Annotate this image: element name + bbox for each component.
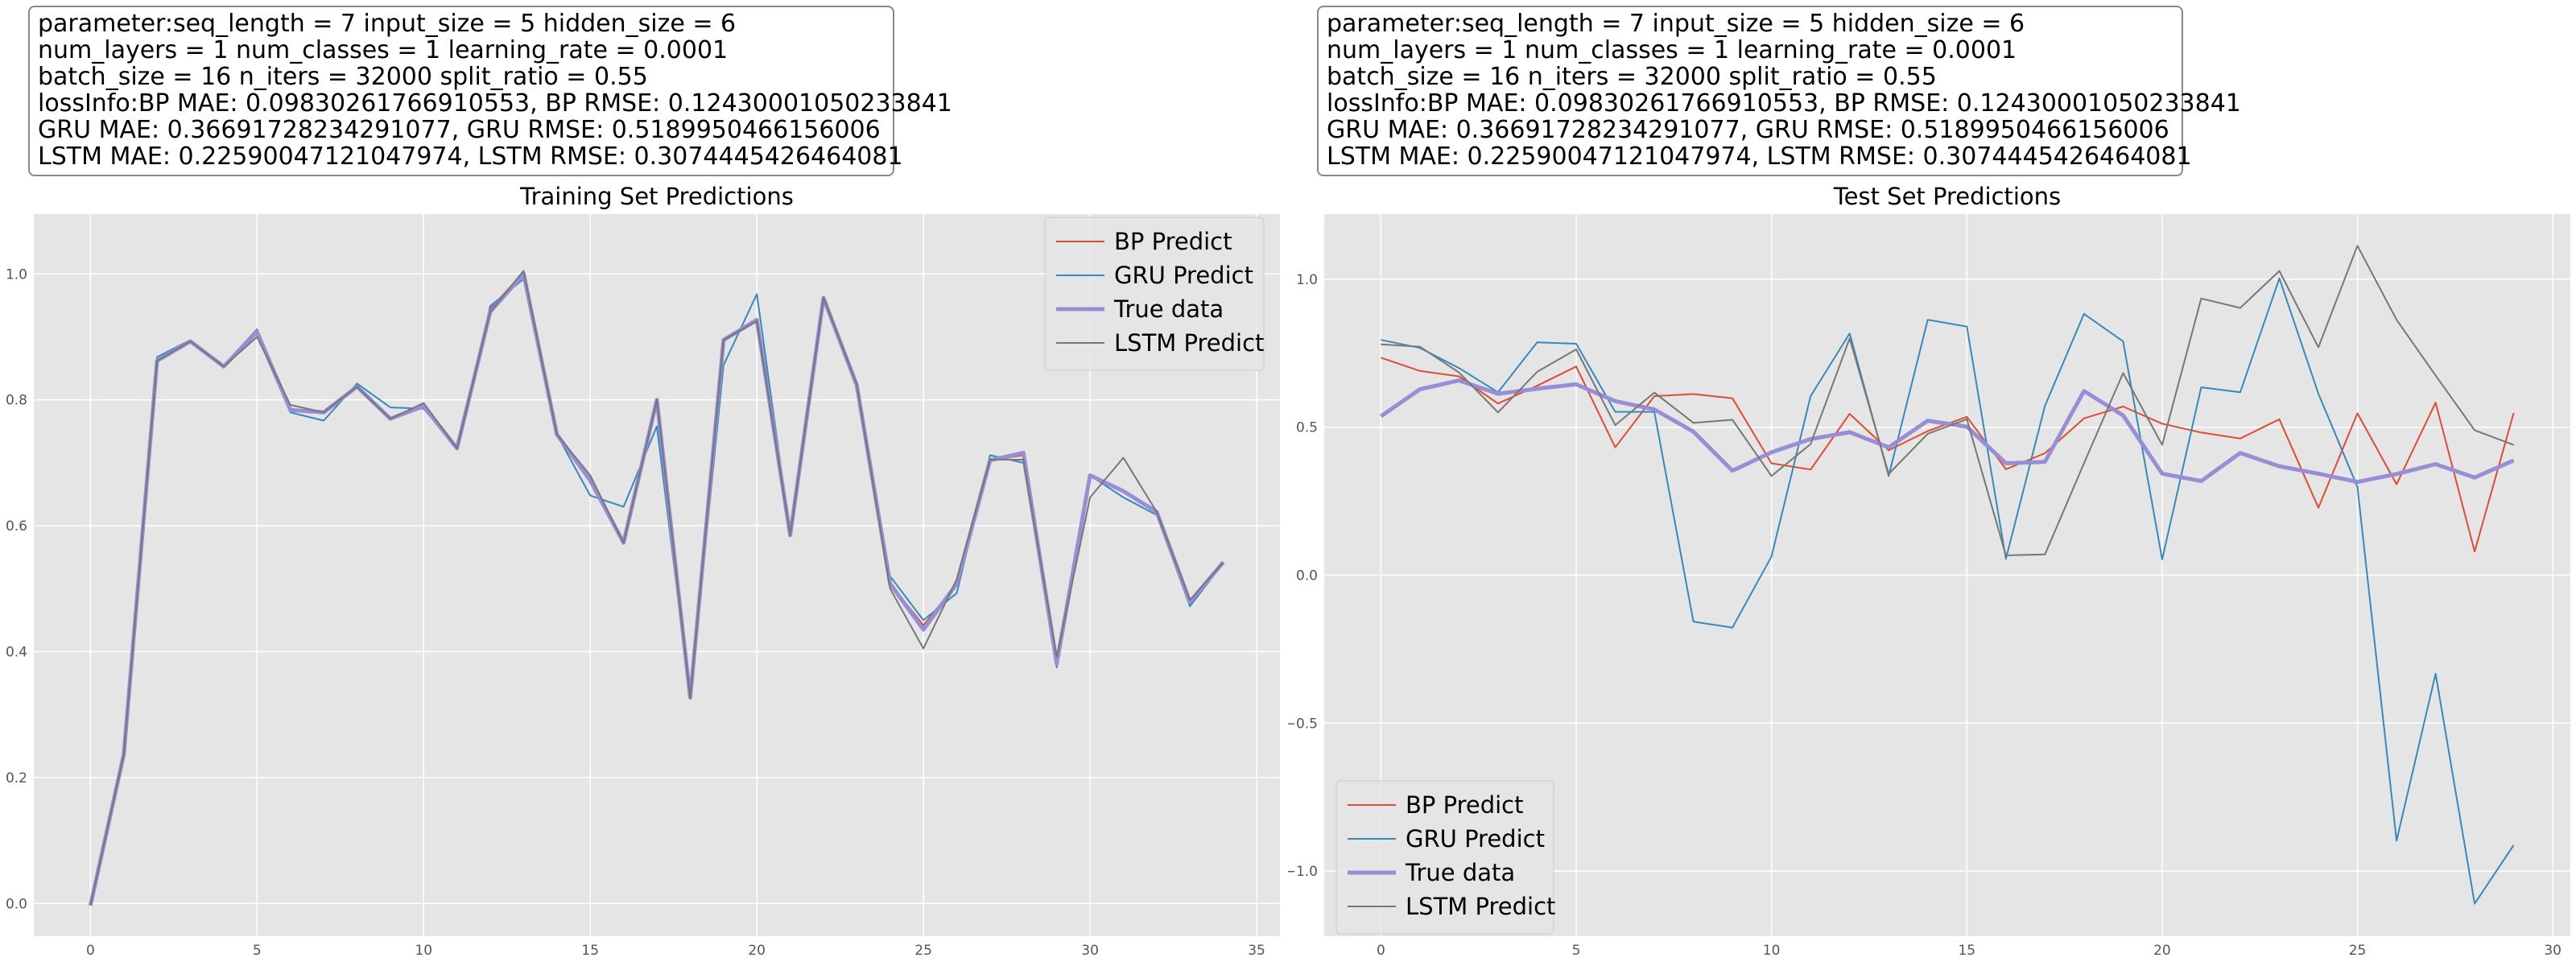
x-tick-label: 35 bbox=[1248, 943, 1265, 959]
legend: BP Predict GRU Predict True data LSTM Predi… bbox=[1335, 780, 1555, 935]
y-tick-label: 1.0 bbox=[6, 266, 27, 283]
training-chart-panel: parameter:seq_length = 7 input_size = 5 … bbox=[6, 6, 1280, 959]
parameter-info-box: parameter:seq_length = 7 input_size = 5 … bbox=[28, 6, 952, 176]
x-tick-label: 0 bbox=[1377, 943, 1385, 959]
legend-label: True data bbox=[1113, 295, 1224, 323]
x-tick-label: 20 bbox=[2153, 943, 2171, 959]
x-tick-label: 25 bbox=[914, 943, 932, 959]
x-tick-label: 30 bbox=[2544, 943, 2562, 959]
x-tick-label: 15 bbox=[1958, 943, 1975, 959]
info-line: batch_size = 16 n_iters = 32000 split_ra… bbox=[1327, 63, 1937, 91]
x-tick-label: 10 bbox=[1763, 943, 1781, 959]
test-chart-panel: parameter:seq_length = 7 input_size = 5 … bbox=[1288, 0, 2576, 966]
x-tick-label: 5 bbox=[253, 943, 262, 959]
x-tick-label: 20 bbox=[748, 943, 766, 959]
y-tick-label: 0.0 bbox=[1296, 568, 1318, 584]
info-line: num_layers = 1 num_classes = 1 learning_… bbox=[38, 36, 729, 64]
y-tick-label: 0.6 bbox=[6, 518, 27, 535]
info-line: LSTM MAE: 0.22590047121047974, LSTM RMSE… bbox=[1327, 142, 2192, 171]
info-line: LSTM MAE: 0.22590047121047974, LSTM RMSE… bbox=[38, 142, 903, 171]
y-tick-label: 0.2 bbox=[6, 770, 27, 786]
x-tick-label: 25 bbox=[2349, 943, 2367, 959]
x-tick-label: 5 bbox=[1572, 943, 1581, 959]
y-tick-label: −1.0 bbox=[1288, 864, 1318, 880]
parameter-info-box: parameter:seq_length = 7 input_size = 5 … bbox=[1317, 6, 2241, 176]
y-tick-label: 1.0 bbox=[1296, 272, 1318, 288]
x-tick-label: 30 bbox=[1081, 943, 1099, 959]
series-line-true-data bbox=[1379, 378, 2515, 485]
legend-label: GRU Predict bbox=[1114, 262, 1253, 289]
series-line-lstm-predict bbox=[1381, 245, 2514, 556]
x-tick-label: 10 bbox=[415, 943, 432, 959]
training-set-chart: Training Set Predictions 0 5 10 15 20 25 30 35 0.… bbox=[6, 183, 1280, 959]
y-tick-label: 0.8 bbox=[6, 393, 27, 409]
chart-title: Test Set Predictions bbox=[1833, 183, 2061, 210]
info-line: batch_size = 16 n_iters = 32000 split_ra… bbox=[38, 63, 648, 91]
x-tick-label: 0 bbox=[86, 943, 95, 959]
series-line-lstm-predict bbox=[89, 270, 1224, 906]
legend-label: BP Predict bbox=[1406, 791, 1524, 819]
series-line-gru-predict bbox=[1381, 277, 2515, 905]
info-line: GRU MAE: 0.36691728234291077, GRU RMSE: … bbox=[38, 116, 881, 144]
y-tick-label: 0.0 bbox=[6, 896, 27, 912]
chart-title: Training Set Predictions bbox=[519, 183, 794, 210]
legend-label: GRU Predict bbox=[1406, 825, 1545, 852]
legend-label: LSTM Predict bbox=[1406, 893, 1555, 920]
test-set-chart: Test Set Predictions 0 5 10 15 20 25 30 −1.0 −0.5… bbox=[1288, 183, 2570, 959]
legend-frame bbox=[1044, 217, 1265, 371]
legend-label: LSTM Predict bbox=[1114, 329, 1264, 357]
legend-label: BP Predict bbox=[1114, 228, 1232, 255]
y-tick-label: 0.5 bbox=[1296, 420, 1318, 436]
info-line: lossInfo:BP MAE: 0.09830261766910553, BP… bbox=[1327, 89, 2241, 118]
info-line: parameter:seq_length = 7 input_size = 5 … bbox=[38, 10, 737, 38]
y-tick-label: −0.5 bbox=[1288, 716, 1318, 732]
legend: BP Predict GRU Predict True data LSTM Predi… bbox=[1044, 217, 1265, 371]
x-tick-label: 15 bbox=[581, 943, 599, 959]
info-line: parameter:seq_length = 7 input_size = 5 … bbox=[1327, 10, 2025, 38]
legend-label: True data bbox=[1405, 859, 1515, 886]
info-line: num_layers = 1 num_classes = 1 learning_… bbox=[1327, 36, 2017, 64]
legend-frame bbox=[1335, 780, 1554, 935]
info-line: GRU MAE: 0.36691728234291077, GRU RMSE: … bbox=[1327, 116, 2169, 144]
y-tick-label: 0.4 bbox=[6, 645, 27, 661]
